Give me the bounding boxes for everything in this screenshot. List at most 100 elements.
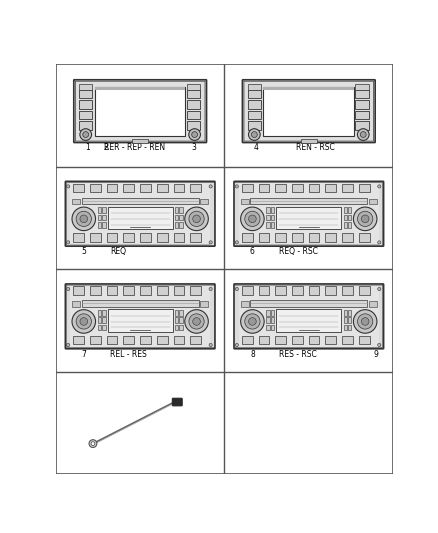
- Bar: [359, 184, 370, 192]
- Circle shape: [209, 241, 212, 244]
- Bar: [259, 286, 269, 295]
- Bar: [250, 198, 367, 204]
- Bar: [124, 286, 134, 295]
- Text: RER - REP - REN: RER - REP - REN: [104, 143, 166, 152]
- Bar: [190, 286, 201, 295]
- FancyBboxPatch shape: [66, 182, 214, 245]
- Circle shape: [80, 318, 88, 325]
- Bar: [342, 336, 353, 344]
- Bar: [247, 90, 261, 98]
- Bar: [107, 184, 117, 192]
- Circle shape: [76, 314, 92, 329]
- Bar: [348, 222, 351, 228]
- Circle shape: [361, 318, 369, 325]
- Circle shape: [185, 310, 208, 333]
- Text: 3: 3: [192, 143, 197, 152]
- Bar: [90, 233, 101, 242]
- Text: REN - RSC: REN - RSC: [296, 143, 335, 152]
- Text: REQ: REQ: [110, 247, 127, 256]
- Circle shape: [249, 215, 256, 223]
- Bar: [157, 184, 168, 192]
- Bar: [292, 336, 303, 344]
- Bar: [271, 222, 274, 228]
- Bar: [356, 100, 369, 109]
- Bar: [74, 184, 84, 192]
- Bar: [369, 302, 377, 306]
- Bar: [266, 310, 270, 316]
- FancyBboxPatch shape: [66, 285, 214, 348]
- Bar: [259, 233, 269, 242]
- Bar: [276, 233, 286, 242]
- Bar: [98, 325, 101, 330]
- Bar: [107, 233, 117, 242]
- Circle shape: [192, 132, 198, 138]
- Bar: [344, 207, 347, 213]
- Bar: [140, 184, 151, 192]
- Bar: [180, 215, 183, 221]
- Circle shape: [185, 207, 208, 231]
- Bar: [309, 233, 319, 242]
- Circle shape: [189, 314, 204, 329]
- Bar: [348, 310, 351, 316]
- Bar: [140, 336, 151, 344]
- Bar: [247, 100, 261, 109]
- Circle shape: [72, 310, 95, 333]
- FancyBboxPatch shape: [235, 182, 383, 245]
- Bar: [95, 86, 185, 91]
- Bar: [266, 222, 270, 228]
- Circle shape: [67, 287, 70, 290]
- Bar: [325, 233, 336, 242]
- Bar: [90, 184, 101, 192]
- Circle shape: [209, 185, 212, 188]
- Bar: [242, 184, 253, 192]
- FancyBboxPatch shape: [75, 81, 205, 141]
- Bar: [74, 336, 84, 344]
- Bar: [190, 184, 201, 192]
- Bar: [348, 317, 351, 323]
- Text: 4: 4: [254, 143, 258, 152]
- Circle shape: [251, 132, 257, 138]
- Bar: [90, 286, 101, 295]
- Bar: [292, 184, 303, 192]
- Bar: [98, 215, 101, 221]
- Bar: [247, 121, 261, 130]
- Bar: [359, 286, 370, 295]
- Circle shape: [240, 310, 264, 333]
- Bar: [81, 300, 199, 306]
- Bar: [98, 317, 101, 323]
- Bar: [266, 207, 270, 213]
- Bar: [292, 233, 303, 242]
- Bar: [173, 184, 184, 192]
- Bar: [74, 233, 84, 242]
- Bar: [107, 336, 117, 344]
- Bar: [180, 222, 183, 228]
- Circle shape: [89, 440, 97, 448]
- Bar: [266, 325, 270, 330]
- Bar: [187, 121, 200, 130]
- Bar: [259, 184, 269, 192]
- Circle shape: [72, 207, 95, 231]
- Bar: [240, 199, 249, 204]
- Bar: [180, 325, 183, 330]
- Text: 2: 2: [103, 143, 108, 152]
- Bar: [309, 336, 319, 344]
- Bar: [356, 121, 369, 130]
- Bar: [98, 222, 101, 228]
- Bar: [79, 84, 92, 90]
- Bar: [344, 222, 347, 228]
- Circle shape: [235, 343, 238, 346]
- Circle shape: [91, 442, 95, 446]
- Circle shape: [193, 215, 200, 223]
- Text: 8: 8: [250, 350, 255, 359]
- Bar: [102, 310, 106, 316]
- Bar: [292, 286, 303, 295]
- Text: 6: 6: [250, 247, 255, 256]
- Bar: [276, 207, 342, 229]
- Bar: [124, 233, 134, 242]
- Bar: [175, 310, 178, 316]
- Circle shape: [248, 128, 260, 140]
- Text: 7: 7: [81, 350, 86, 359]
- Bar: [276, 309, 342, 332]
- Bar: [124, 336, 134, 344]
- Bar: [190, 336, 201, 344]
